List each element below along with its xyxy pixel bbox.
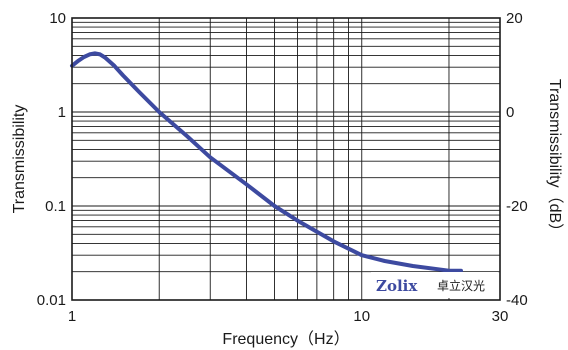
grid-lines — [72, 18, 500, 300]
y2-tick-label: 0 — [506, 104, 514, 121]
y2-tick-label: -40 — [506, 292, 528, 309]
logo-background — [371, 272, 498, 298]
y-axis-label: Transmissibility — [11, 105, 28, 214]
x-tick-label: 1 — [68, 308, 76, 325]
y2-tick-label: 20 — [506, 10, 523, 27]
x-tick-labels: 1 10 30 — [68, 308, 509, 325]
zolix-logo: Zolix 卓立汉光 — [371, 272, 498, 298]
y-tick-label: 0.01 — [37, 292, 66, 309]
y2-tick-label: -20 — [506, 198, 528, 215]
x-tick-label: 10 — [353, 308, 370, 325]
logo-brand-text: Zolix — [376, 277, 418, 295]
y-tick-label: 1 — [58, 104, 66, 121]
y-tick-label: 10 — [49, 10, 66, 27]
plot-frame — [71, 17, 501, 301]
x-tick-label: 30 — [492, 308, 509, 325]
y2-tick-labels: 20 0 -20 -40 — [506, 10, 528, 309]
logo-chinese-text: 卓立汉光 — [437, 278, 485, 293]
transmissibility-curve — [70, 51, 463, 273]
x-axis-label: Frequency（Hz） — [222, 330, 349, 348]
y-tick-labels: 10 1 0.1 0.01 — [37, 10, 66, 309]
y-tick-label: 0.1 — [45, 198, 66, 215]
y2-axis-label: Transmissibility（dB） — [546, 79, 564, 239]
